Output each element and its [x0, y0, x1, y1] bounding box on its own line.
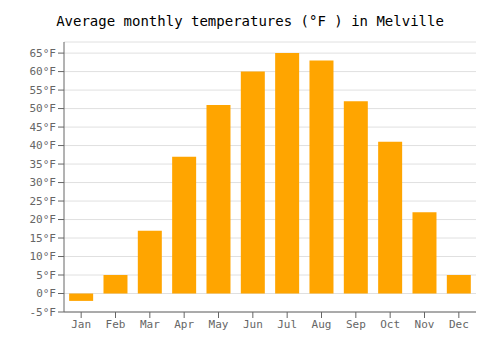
svg-text:May: May [209, 318, 229, 331]
svg-text:0°F: 0°F [36, 287, 56, 300]
svg-text:Jan: Jan [71, 318, 91, 331]
svg-text:15°F: 15°F [30, 232, 57, 245]
svg-text:30°F: 30°F [30, 176, 57, 189]
svg-text:45°F: 45°F [30, 121, 57, 134]
html-text:Average monthly temperatures (: Average monthly temperatures (°F ) in Me… [56, 13, 444, 29]
svg-text:40°F: 40°F [30, 139, 57, 152]
svg-text:-5°F: -5°F [30, 306, 57, 319]
svg-text:Apr: Apr [174, 318, 194, 331]
svg-text:20°F: 20°F [30, 213, 57, 226]
svg-text:10°F: 10°F [30, 250, 57, 263]
svg-text:Jul: Jul [277, 318, 297, 331]
svg-text:Nov: Nov [415, 318, 435, 331]
svg-text:5°F: 5°F [36, 269, 56, 282]
svg-text:50°F: 50°F [30, 102, 57, 115]
svg-text:65°F: 65°F [30, 47, 57, 60]
svg-text:Oct: Oct [380, 318, 400, 331]
svg-text:55°F: 55°F [30, 84, 57, 97]
svg-text:35°F: 35°F [30, 158, 57, 171]
svg-text:Feb: Feb [106, 318, 126, 331]
svg-text:60°F: 60°F [30, 65, 57, 78]
svg-text:Dec: Dec [449, 318, 469, 331]
svg-text:Jun: Jun [243, 318, 263, 331]
svg-text:Mar: Mar [140, 318, 160, 331]
svg-text:Aug: Aug [312, 318, 332, 331]
svg-text:Sep: Sep [346, 318, 366, 331]
svg-text:25°F: 25°F [30, 195, 57, 208]
